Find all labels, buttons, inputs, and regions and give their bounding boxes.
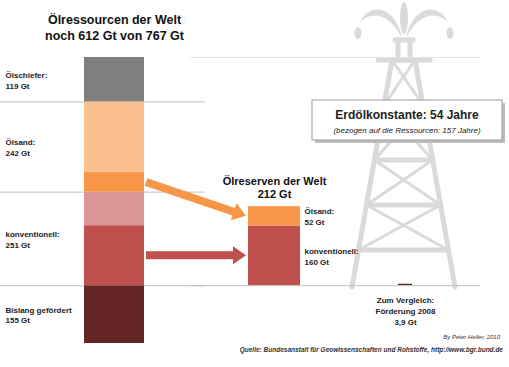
svg-text:Ölsand:242 Gt: Ölsand:242 Gt	[6, 138, 36, 158]
svg-text:konventionell:160 Gt: konventionell:160 Gt	[305, 247, 359, 267]
svg-text:Ölsand:52 Gt: Ölsand:52 Gt	[305, 207, 335, 227]
svg-text:Zum Vergleich:Förderung 20083,: Zum Vergleich:Förderung 20083,9 Gt	[375, 296, 436, 327]
svg-text:212 Gt: 212 Gt	[258, 188, 292, 200]
svg-text:konventionell:251 Gt: konventionell:251 Gt	[6, 230, 60, 250]
svg-text:Erdölkonstante: 54 Jahre: Erdölkonstante: 54 Jahre	[335, 108, 479, 122]
svg-text:By Peter Heller, 2010: By Peter Heller, 2010	[443, 334, 500, 340]
svg-text:noch 612 Gt von 767 Gt: noch 612 Gt von 767 Gt	[45, 29, 185, 43]
svg-text:Ölschiefer:119 Gt: Ölschiefer:119 Gt	[6, 71, 48, 91]
svg-text:Bislang gefördert155 Gt: Bislang gefördert155 Gt	[6, 306, 73, 326]
svg-text:Ölressourcen der Welt: Ölressourcen der Welt	[48, 12, 182, 27]
svg-text:Quelle: Bundesanstalt für Geow: Quelle: Bundesanstalt für Geowissenschaf…	[240, 346, 504, 354]
svg-text:Ölreserven der Welt: Ölreserven der Welt	[223, 175, 327, 187]
svg-text:(bezogen auf die Ressourcen: 1: (bezogen auf die Ressourcen: 157 Jahre)	[333, 126, 481, 135]
